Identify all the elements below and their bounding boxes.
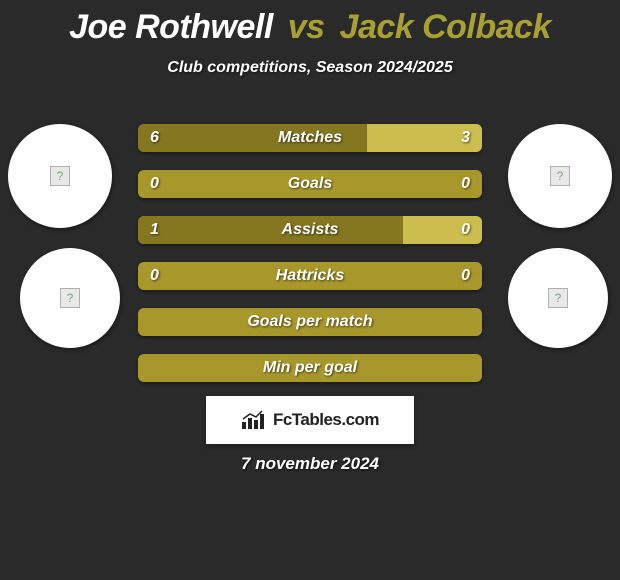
- right-avatar-column: ? ?: [508, 124, 612, 348]
- vs-label: vs: [288, 8, 325, 46]
- chart-icon: [241, 410, 267, 430]
- stat-label: Goals: [138, 175, 482, 193]
- player1-name: Joe Rothwell: [69, 8, 273, 46]
- stat-bar: Matches6 3: [138, 124, 482, 152]
- image-placeholder-icon: ?: [548, 288, 568, 308]
- image-placeholder-icon: ?: [50, 166, 70, 186]
- stat-bar: Goals per match: [138, 308, 482, 336]
- player2-club-badge: ?: [508, 248, 608, 348]
- stat-value-p1: 1: [150, 221, 159, 239]
- stat-label: Min per goal: [138, 359, 482, 377]
- comparison-title: Joe Rothwell vs Jack Colback: [0, 0, 620, 47]
- stat-value-p1: 0: [150, 267, 159, 285]
- stat-bar: Goals0 0: [138, 170, 482, 198]
- stat-value-p2: 0: [461, 175, 470, 193]
- stat-label: Matches: [138, 129, 482, 147]
- player2-name: Jack Colback: [340, 8, 551, 46]
- subtitle: Club competitions, Season 2024/2025: [0, 59, 620, 77]
- image-placeholder-icon: ?: [60, 288, 80, 308]
- date-label: 7 november 2024: [241, 454, 379, 474]
- comparison-bars: Matches63Goals00Assists10Hattricks00Goal…: [138, 124, 482, 382]
- stat-label: Goals per match: [138, 313, 482, 331]
- stat-label: Hattricks: [138, 267, 482, 285]
- player1-club-badge: ?: [20, 248, 120, 348]
- stat-value-p2: 0: [461, 267, 470, 285]
- player2-avatar: ?: [508, 124, 612, 228]
- image-placeholder-icon: ?: [550, 166, 570, 186]
- stat-value-p1: 6: [150, 129, 159, 147]
- stat-value-p2: 0: [461, 221, 470, 239]
- stat-value-p1: 0: [150, 175, 159, 193]
- stat-value-p2: 3: [461, 129, 470, 147]
- source-badge: FcTables.com: [206, 396, 414, 444]
- player1-avatar: ?: [8, 124, 112, 228]
- stat-bar: Hattricks0 0: [138, 262, 482, 290]
- source-brand-text: FcTables.com: [273, 410, 379, 430]
- left-avatar-column: ? ?: [8, 124, 120, 348]
- stat-bar: Min per goal: [138, 354, 482, 382]
- stat-label: Assists: [138, 221, 482, 239]
- stat-bar: Assists1 0: [138, 216, 482, 244]
